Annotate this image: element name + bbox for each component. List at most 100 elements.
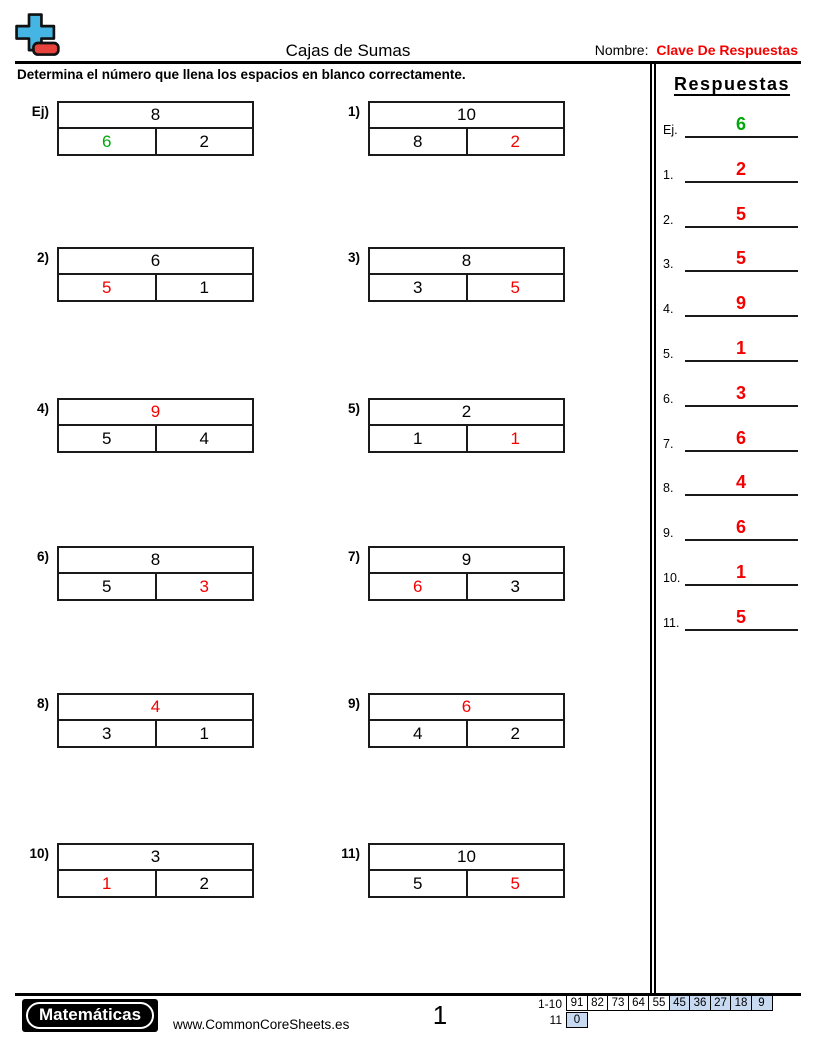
addend-right: 3 [510, 576, 520, 596]
sum-box: 8 5 3 [57, 546, 254, 601]
score-grid-row: 91 82 73 64 55 45 36 27 18 9 [566, 995, 773, 1011]
answer-line [685, 270, 798, 272]
problem-label: 7) [347, 549, 360, 564]
score-cell: 64 [627, 995, 650, 1011]
sum-box: 8 6 2 [57, 101, 254, 156]
answer-row-3: 3. 5 [659, 238, 803, 272]
addend-right: 4 [199, 428, 209, 448]
addend-right: 2 [199, 873, 209, 893]
problem-3: 3) 8 3 5 [348, 247, 565, 302]
sum-box: 2 1 1 [368, 398, 565, 453]
problem-4: 4) 9 5 4 [37, 398, 254, 453]
website-link: www.CommonCoreSheets.es [173, 1017, 350, 1032]
addend-left: 6 [59, 129, 157, 154]
sum-value: 4 [59, 695, 252, 721]
instruction-text: Determina el número que llena los espaci… [17, 67, 466, 82]
answer-row-10: 10. 1 [659, 552, 803, 586]
plus-minus-logo-icon [13, 11, 61, 64]
sum-value: 8 [59, 103, 252, 129]
answer-line [685, 226, 798, 228]
sum-box: 4 3 1 [57, 693, 254, 748]
score-cell: 36 [689, 995, 711, 1011]
score-cell: 45 [668, 995, 691, 1011]
problem-8: 8) 4 3 1 [37, 693, 254, 748]
sum-value: 3 [59, 845, 252, 871]
addend-right: 5 [510, 277, 520, 297]
brand-badge: Matemáticas [22, 999, 159, 1032]
answer-row-1: 1. 2 [659, 149, 803, 183]
problem-label: 2) [36, 250, 49, 265]
addend-right: 2 [510, 131, 520, 151]
addend-left: 5 [59, 275, 157, 300]
problem-label: 4) [36, 401, 49, 416]
answer-value: 6 [735, 428, 746, 448]
score-row-label: 11 [549, 1013, 562, 1027]
addend-left: 1 [59, 871, 157, 896]
sum-value: 8 [59, 548, 252, 574]
brand-label: Matemáticas [26, 1002, 155, 1029]
answer-label: 6. [663, 392, 674, 406]
problem-2: 2) 6 5 1 [37, 247, 254, 302]
answer-row-5: 5. 1 [659, 328, 803, 362]
problem-label: Ej) [31, 104, 49, 119]
score-cell: 91 [566, 995, 588, 1011]
score-cell: 55 [648, 995, 670, 1011]
answers-title: Respuestas [673, 74, 791, 94]
problem-label: 8) [36, 696, 49, 711]
answer-line [685, 360, 798, 362]
sum-box: 3 1 2 [57, 843, 254, 898]
sum-box: 6 4 2 [368, 693, 565, 748]
answer-value: 2 [735, 159, 746, 179]
answer-row-6: 6. 3 [659, 373, 803, 407]
answer-value: 5 [735, 204, 746, 224]
score-grid-row: 0 [566, 1012, 588, 1028]
addend-right: 3 [199, 576, 209, 596]
answer-label: 11. [663, 616, 680, 630]
addend-left: 5 [59, 574, 157, 599]
answer-value: 1 [735, 562, 746, 582]
score-cell: 9 [750, 995, 773, 1011]
addend-right: 1 [199, 723, 209, 743]
addend-right: 1 [199, 277, 209, 297]
problem-5: 5) 2 1 1 [348, 398, 565, 453]
answer-value: 1 [735, 338, 746, 358]
answer-row-7: 7. 6 [659, 418, 803, 452]
addend-left: 3 [370, 275, 468, 300]
addend-right: 1 [510, 428, 520, 448]
page-title: Cajas de Sumas [285, 41, 411, 60]
problem-label: 9) [347, 696, 360, 711]
answers-column-divider [650, 61, 656, 993]
answer-label: Ej. [663, 123, 678, 137]
answer-label: 7. [663, 437, 674, 451]
page-number: 1 [432, 1000, 448, 1030]
problem-1: 1) 10 8 2 [348, 101, 565, 156]
score-cell: 18 [730, 995, 752, 1011]
answer-row-11: 11. 5 [659, 597, 803, 631]
sum-value: 6 [370, 695, 563, 721]
sum-value: 6 [59, 249, 252, 275]
score-row-label: 1-10 [537, 997, 562, 1011]
problem-10: 10) 3 1 2 [29, 843, 254, 898]
sum-box: 9 6 3 [368, 546, 565, 601]
answer-value: 6 [735, 114, 746, 134]
problem-11: 11) 10 5 5 [341, 843, 565, 898]
answer-label: 3. [663, 257, 674, 271]
answer-line [685, 136, 798, 138]
answer-value: 5 [735, 607, 746, 627]
sum-value: 10 [370, 103, 563, 129]
answer-label: 10. [663, 571, 681, 585]
answer-value: 4 [735, 472, 746, 492]
name-label: Nombre: [594, 42, 649, 58]
answer-row-8: 8. 4 [659, 462, 803, 496]
answer-line [685, 494, 798, 496]
answer-line [685, 584, 798, 586]
answer-label: 1. [663, 168, 674, 182]
sum-box: 10 5 5 [368, 843, 565, 898]
addend-left: 5 [370, 871, 468, 896]
problem-9: 9) 6 4 2 [348, 693, 565, 748]
answer-line [685, 181, 798, 183]
sum-value: 9 [370, 548, 563, 574]
answer-line [685, 539, 798, 541]
problem-label: 10) [29, 846, 49, 861]
